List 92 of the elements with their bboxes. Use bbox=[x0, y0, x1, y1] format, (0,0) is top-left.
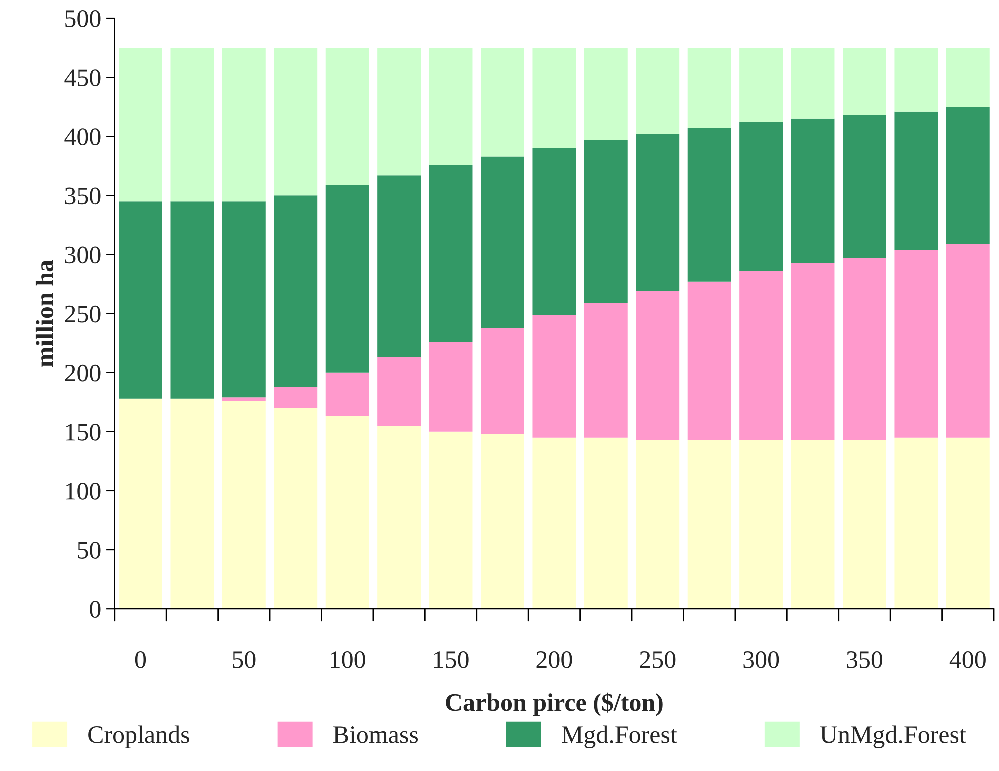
bar bbox=[170, 48, 214, 202]
bar bbox=[688, 282, 732, 440]
y-tick-label: 400 bbox=[64, 128, 101, 146]
legend-label: Biomass bbox=[334, 726, 418, 744]
x-tick-label: 150 bbox=[434, 651, 469, 668]
bar bbox=[584, 140, 628, 304]
bar bbox=[119, 48, 162, 202]
legend-label: Mgd.Forest bbox=[562, 726, 678, 748]
bar bbox=[378, 358, 422, 426]
bar bbox=[688, 440, 732, 610]
bar bbox=[843, 258, 886, 440]
bar bbox=[274, 387, 318, 408]
bar bbox=[636, 48, 680, 134]
bar bbox=[894, 48, 938, 112]
bar bbox=[429, 164, 473, 342]
x-tick-label: 100 bbox=[331, 651, 366, 668]
bar bbox=[584, 48, 628, 140]
y-tick-label: 450 bbox=[64, 70, 101, 86]
x-tick-label: 50 bbox=[233, 651, 256, 668]
bar bbox=[688, 128, 732, 282]
bar bbox=[481, 328, 524, 434]
bar bbox=[740, 440, 784, 610]
x-tick-label: 0 bbox=[135, 651, 146, 668]
bar bbox=[222, 202, 266, 398]
x-tick-label: 300 bbox=[744, 651, 780, 668]
bar bbox=[791, 118, 835, 264]
bar bbox=[378, 426, 422, 610]
bar bbox=[274, 408, 318, 610]
bar bbox=[740, 48, 784, 122]
bar bbox=[946, 48, 990, 108]
bar bbox=[946, 438, 990, 610]
bar bbox=[740, 122, 784, 272]
bar bbox=[481, 434, 524, 610]
legend-label: UnMgd.Forest bbox=[820, 726, 966, 748]
x-tick-label: 400 bbox=[950, 651, 986, 668]
y-axis-title: million ha bbox=[36, 260, 54, 367]
bar bbox=[170, 398, 214, 610]
x-axis-title: Carbon pirce ($/ton) bbox=[446, 692, 663, 716]
bar bbox=[429, 432, 473, 610]
bar bbox=[894, 438, 938, 610]
bar bbox=[532, 438, 576, 610]
y-tick-label: 200 bbox=[65, 364, 101, 382]
bar bbox=[740, 271, 784, 440]
bar bbox=[222, 401, 266, 610]
y-tick-label: 50 bbox=[78, 542, 101, 559]
y-tick-label: 150 bbox=[66, 424, 101, 441]
bar bbox=[119, 202, 162, 399]
bar bbox=[274, 196, 318, 388]
y-tick-label: 250 bbox=[65, 306, 101, 323]
bar bbox=[843, 48, 886, 116]
bar bbox=[326, 48, 370, 186]
bar bbox=[946, 107, 990, 244]
bar bbox=[378, 48, 422, 176]
bar bbox=[326, 372, 370, 417]
bar bbox=[791, 48, 835, 119]
bar bbox=[843, 115, 886, 258]
y-tick-label: 300 bbox=[65, 246, 101, 264]
bar bbox=[791, 440, 835, 610]
bar bbox=[326, 416, 370, 610]
bar bbox=[170, 202, 214, 399]
y-tick-label: 0 bbox=[90, 601, 101, 618]
bar bbox=[532, 148, 576, 315]
bar bbox=[222, 398, 266, 402]
bar bbox=[532, 314, 576, 438]
bar bbox=[584, 303, 628, 438]
bar bbox=[481, 156, 524, 328]
bar bbox=[532, 48, 576, 148]
bar bbox=[636, 440, 680, 610]
y-tick-label: 350 bbox=[65, 188, 101, 205]
bar bbox=[636, 291, 680, 440]
bar bbox=[222, 48, 266, 202]
bar bbox=[584, 438, 628, 610]
bar bbox=[791, 263, 835, 440]
x-tick-label: 250 bbox=[640, 651, 676, 668]
bar bbox=[946, 244, 990, 438]
bar bbox=[119, 398, 162, 610]
y-tick-label: 500 bbox=[66, 10, 101, 28]
bar bbox=[894, 250, 938, 438]
x-tick-label: 200 bbox=[536, 651, 572, 668]
x-tick-label: 350 bbox=[847, 651, 883, 668]
y-tick-label: 100 bbox=[66, 483, 101, 500]
bar bbox=[378, 176, 422, 358]
bar bbox=[429, 48, 473, 165]
bar bbox=[481, 48, 524, 157]
bar bbox=[636, 134, 680, 292]
bar bbox=[429, 342, 473, 432]
legend-label: Croplands bbox=[88, 726, 190, 748]
bar bbox=[894, 112, 938, 250]
bar bbox=[843, 440, 886, 610]
bar bbox=[326, 185, 370, 373]
bar bbox=[274, 48, 318, 196]
bar bbox=[688, 48, 732, 128]
